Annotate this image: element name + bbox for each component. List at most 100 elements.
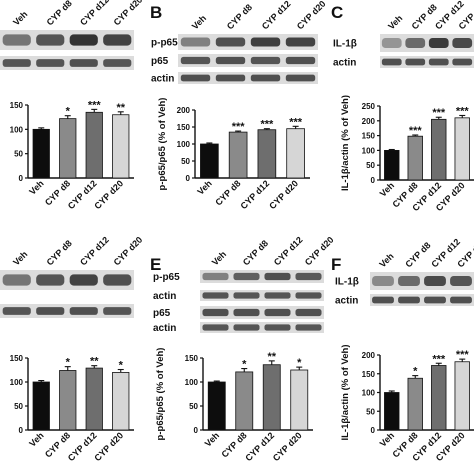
y-tick-label: 0	[186, 174, 191, 183]
bar	[32, 381, 50, 431]
bar	[454, 361, 470, 431]
blot-strip	[0, 56, 134, 70]
panel-4: Veh CYP d8 CYP d12 CYP d20050100150Veh*CYP …	[0, 235, 144, 463]
blot-background	[178, 54, 318, 67]
blot-band	[202, 292, 229, 299]
blot-band	[250, 56, 281, 65]
blot-strip: p-p65	[151, 34, 318, 50]
lane-label: Veh	[377, 251, 395, 269]
significance-label: *	[242, 359, 247, 371]
blot-band	[2, 307, 31, 315]
bar	[59, 118, 77, 179]
blot-band	[264, 324, 291, 331]
y-tick-label: 100	[10, 378, 24, 387]
blot-background	[0, 56, 134, 70]
blot-strip: p65	[151, 54, 318, 67]
bar	[257, 129, 277, 179]
bar	[85, 367, 103, 431]
category-label: CYP d12	[243, 430, 276, 463]
bar	[262, 364, 281, 431]
blot-band	[424, 275, 446, 287]
category-label: Veh	[378, 430, 396, 448]
blot-band	[103, 59, 132, 67]
significance-label: *	[297, 357, 302, 369]
panel-letter: F	[331, 255, 341, 274]
y-tick-label: 150	[185, 354, 199, 363]
blot-band	[372, 275, 394, 287]
blot-strip	[0, 270, 134, 290]
y-tick-label: 250	[362, 102, 376, 111]
blot-band	[202, 324, 229, 331]
blot-row-label: actin	[153, 323, 176, 334]
blot-background	[370, 294, 474, 306]
blot-band	[2, 34, 31, 46]
blot-row-label: p-p65	[151, 38, 178, 49]
significance-label: ***	[409, 125, 423, 137]
blot-background	[200, 306, 324, 319]
blot-background	[178, 34, 318, 50]
blot-band	[180, 56, 211, 65]
blot-row-label: p-p65	[153, 272, 180, 283]
significance-label: ***	[456, 105, 470, 117]
significance-label: ***	[232, 121, 246, 133]
blot-band	[285, 56, 316, 65]
y-tick-label: 150	[362, 132, 376, 141]
blot-band	[450, 275, 472, 287]
bar	[228, 131, 248, 179]
blot-row-label: actin	[151, 74, 174, 85]
blot-band	[69, 307, 98, 315]
panel-letter: E	[150, 255, 161, 274]
bar	[384, 392, 400, 431]
blot-background	[200, 290, 324, 301]
lane-label: CYP d12	[272, 235, 305, 268]
blot-band	[36, 307, 65, 315]
category-label: CYP d12	[239, 178, 272, 211]
y-tick-label: 50	[14, 402, 23, 411]
blot-band	[264, 308, 291, 317]
blot-band	[295, 292, 322, 299]
y-tick-label: 200	[362, 117, 376, 126]
blot-band	[180, 74, 211, 82]
y-axis-label: p-p65/p65 (% of Veh)	[157, 98, 168, 191]
category-label: Veh	[378, 180, 396, 198]
blot-band	[285, 37, 316, 47]
blot-strip: actin	[151, 72, 318, 85]
lane-label: CYP d20	[112, 0, 145, 27]
blot-row-label: p65	[153, 308, 171, 319]
y-tick-label: 50	[14, 150, 23, 159]
y-tick-label: 0	[371, 426, 376, 435]
lane-label: CYP d20	[112, 235, 145, 268]
y-tick-label: 100	[362, 389, 376, 398]
bar-chart: 0 50 100 150 200 p-p65/p65 (% of Veh) Veh *** CY…	[157, 98, 310, 211]
bar	[407, 377, 423, 431]
blot-band	[452, 37, 473, 49]
lane-label: CYP d20	[295, 0, 328, 31]
blot-strip: p65	[153, 306, 324, 319]
y-tick-label: 100	[362, 146, 376, 155]
significance-label: ***	[260, 119, 274, 131]
blot-band	[381, 58, 402, 66]
significance-label: **	[267, 351, 276, 363]
y-tick-label: 150	[10, 101, 24, 110]
bar	[290, 369, 309, 431]
blot-strip: IL-1β	[335, 272, 474, 290]
blot-band	[250, 37, 281, 47]
bar	[32, 128, 50, 179]
blot-band	[285, 74, 316, 82]
significance-label: ***	[456, 349, 470, 361]
bar	[85, 111, 103, 179]
blot-background	[0, 30, 134, 50]
blot-background	[200, 270, 324, 283]
blot-band	[2, 59, 31, 67]
blot-band	[215, 74, 246, 82]
blot-band	[264, 272, 291, 281]
blot-band	[398, 275, 420, 287]
blot-band	[264, 292, 291, 299]
blot-band	[233, 292, 260, 299]
blot-background	[370, 272, 474, 290]
y-tick-label: 0	[194, 426, 199, 435]
bar	[286, 128, 305, 179]
